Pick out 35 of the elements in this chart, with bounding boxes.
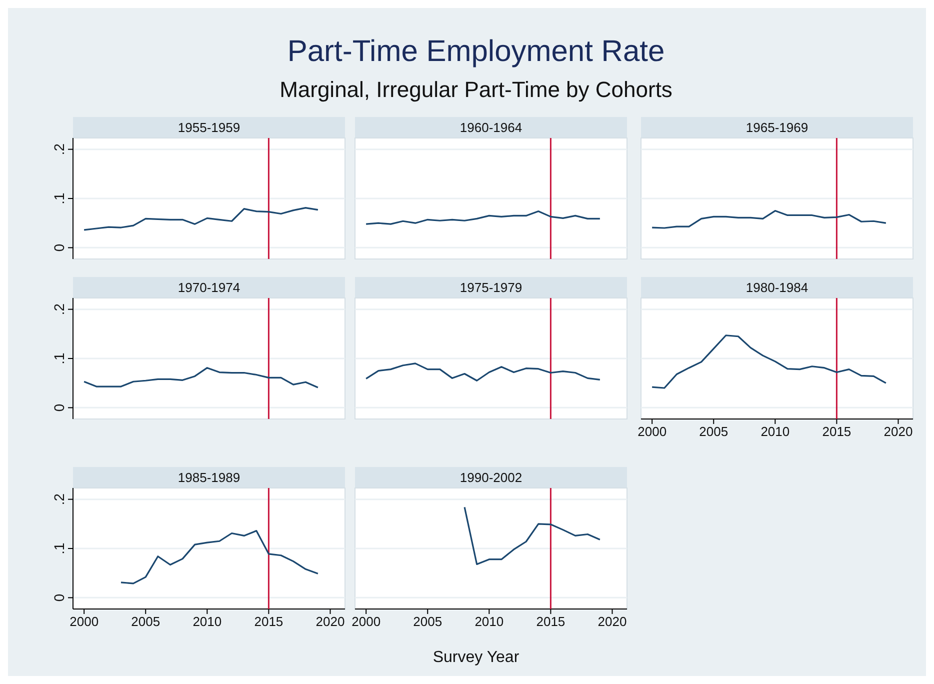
chart-title: 1965-1969 xyxy=(746,120,808,135)
y-tick-label: 0 xyxy=(50,594,67,602)
chart-title: 1980-1984 xyxy=(746,280,808,295)
x-tick-label: 2010 xyxy=(192,614,222,630)
y-tick-label: .2 xyxy=(50,303,67,316)
x-tick-label: 2020 xyxy=(598,614,627,630)
y-tick-label: .1 xyxy=(50,352,67,364)
chart-title: 1975-1979 xyxy=(460,280,522,295)
x-tick-label: 2015 xyxy=(536,614,566,630)
x-tick-label: 2000 xyxy=(70,614,99,630)
x-tick-label: 2015 xyxy=(254,614,284,630)
x-tick-label: 2005 xyxy=(413,614,442,630)
x-tick-label: 2005 xyxy=(131,614,160,630)
x-tick-label: 2010 xyxy=(474,614,504,630)
text: Part-Time Employment Rate xyxy=(287,35,665,68)
x-tick-label: 2020 xyxy=(884,424,913,440)
y-tick-label: .2 xyxy=(50,143,67,156)
y-tick-label: 0 xyxy=(50,404,67,412)
y-tick-label: .1 xyxy=(50,192,67,204)
y-tick-label: .1 xyxy=(50,542,67,554)
chart-title: 1955-1959 xyxy=(178,120,240,135)
text: Marginal, Irregular Part-Time by Cohorts xyxy=(280,77,672,102)
x-tick-label: 2005 xyxy=(699,424,728,440)
chart-title: 1970-1974 xyxy=(178,280,240,295)
x-tick-label: 2020 xyxy=(316,614,345,630)
chart-title: 1990-2002 xyxy=(460,470,522,485)
chart-title: 1960-1964 xyxy=(460,120,522,135)
x-tick-label: 2015 xyxy=(822,424,852,440)
y-tick-label: .2 xyxy=(50,493,67,506)
chart-title: 1985-1989 xyxy=(178,470,240,485)
text: Survey Year xyxy=(432,649,520,666)
y-tick-label: 0 xyxy=(50,244,67,252)
x-tick-label: 2000 xyxy=(352,614,381,630)
x-tick-label: 2000 xyxy=(638,424,667,440)
x-tick-label: 2010 xyxy=(760,424,790,440)
